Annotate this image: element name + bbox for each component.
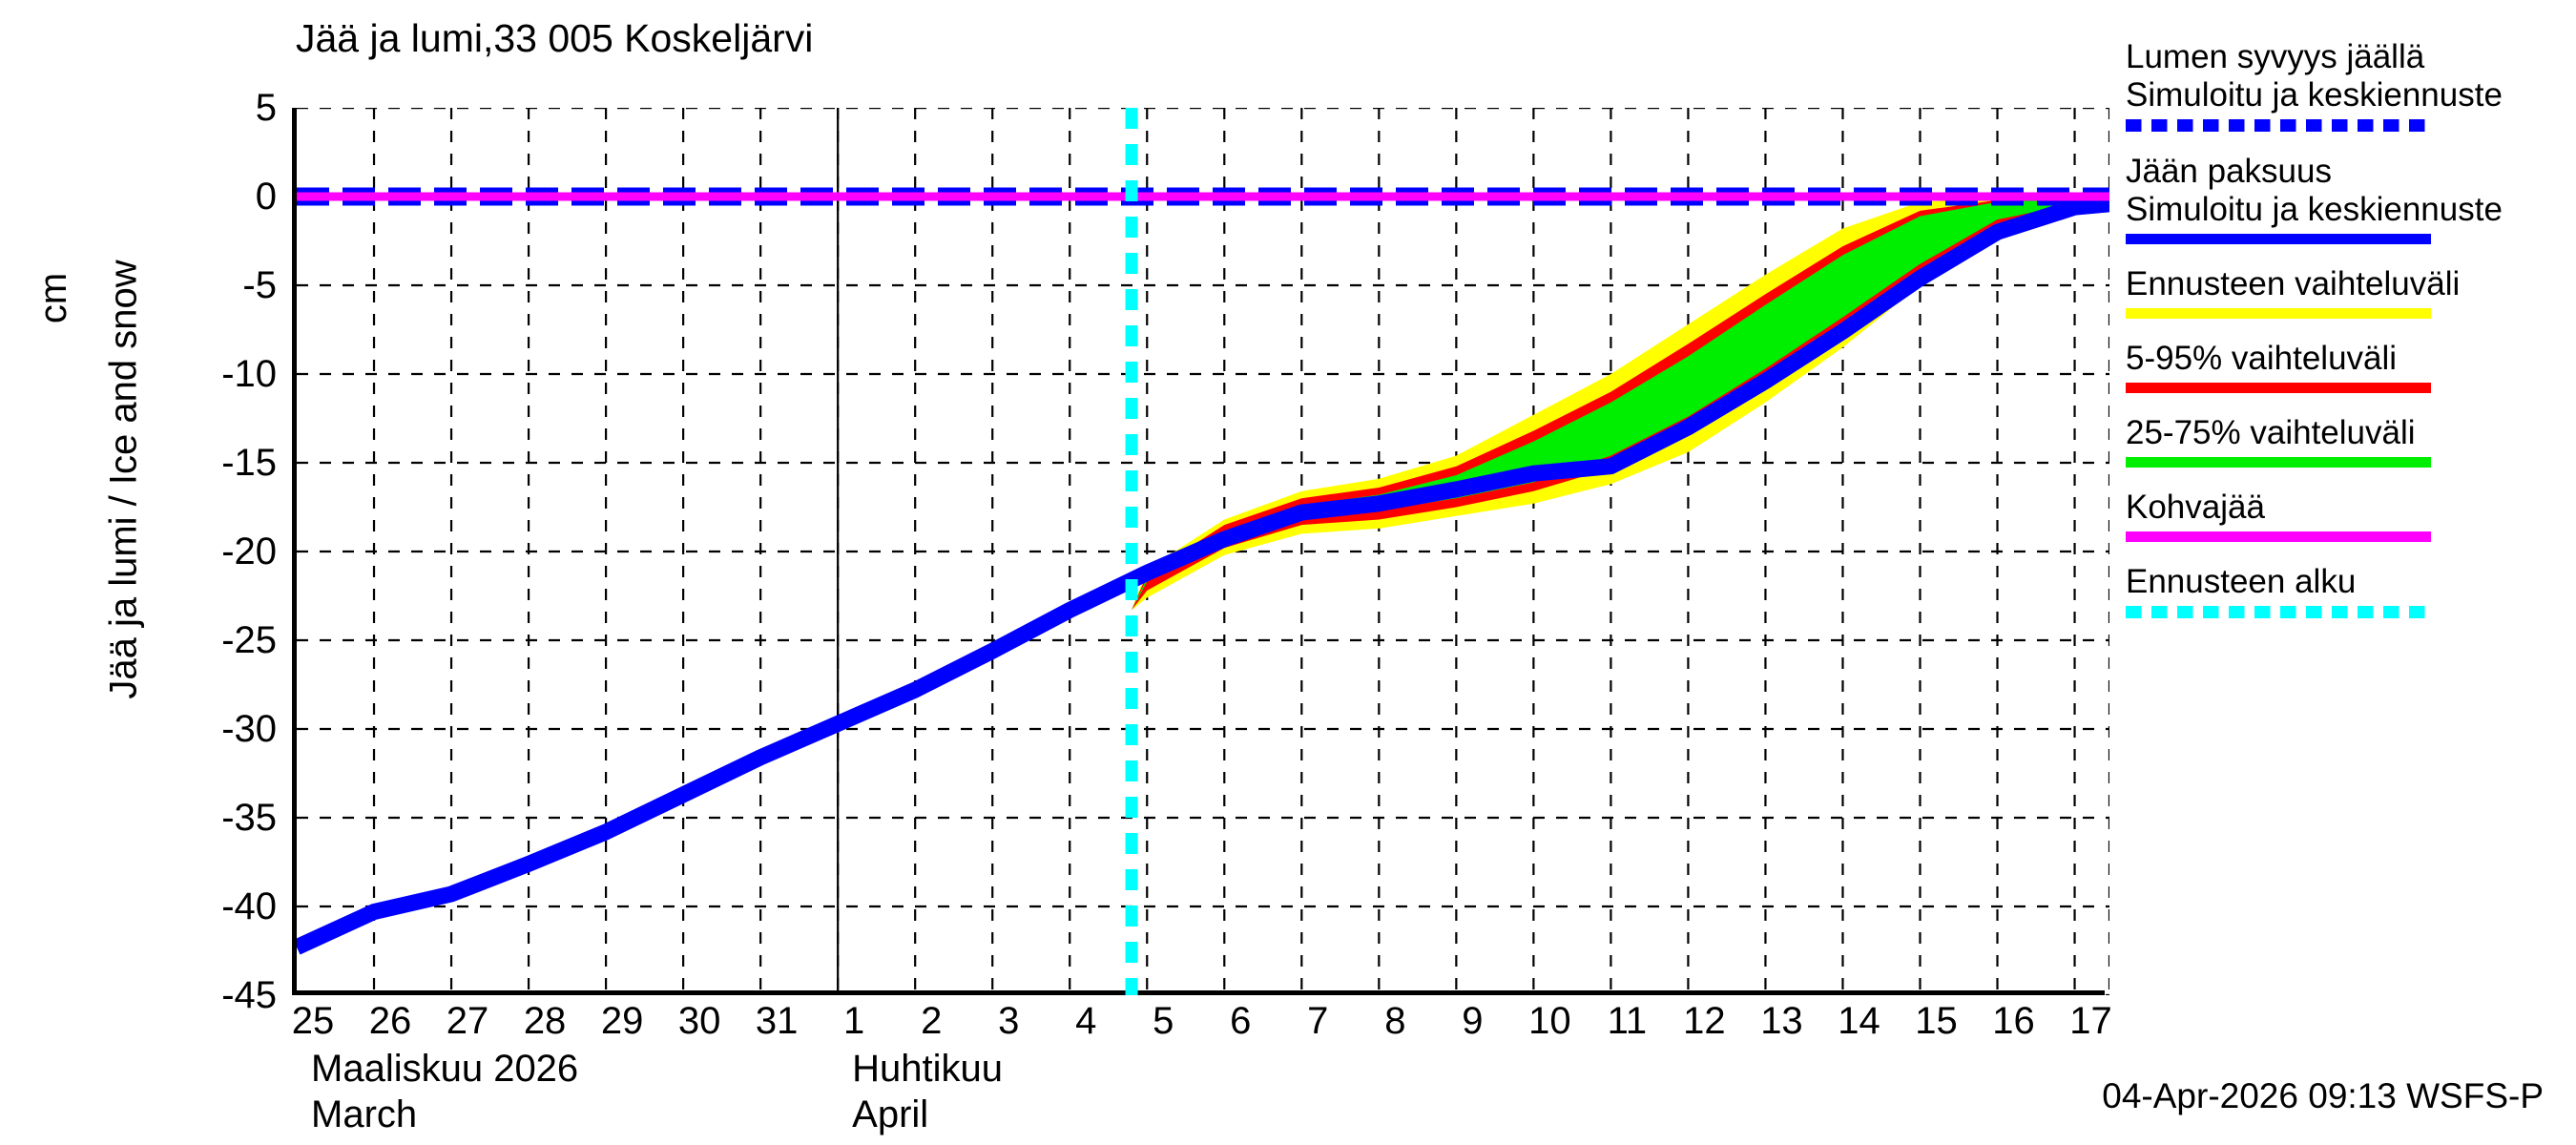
- legend-item-ice-thickness: Jään paksuus Simuloitu ja keskiennuste: [2126, 153, 2574, 244]
- y-tick-label: -5: [242, 264, 277, 306]
- legend-label-primary: 5-95% vaihteluväli: [2126, 340, 2398, 377]
- legend-item-range-5-95: 5-95% vaihteluväli: [2126, 340, 2574, 393]
- legend-label-primary: Ennusteen alku: [2126, 563, 2357, 600]
- y-tick-label: -15: [221, 442, 277, 484]
- x-tick-label: 8: [1384, 1000, 1406, 1042]
- x-tick-label: 29: [600, 1000, 644, 1042]
- x-tick-label: 11: [1607, 1000, 1648, 1042]
- legend-item-forecast-start: Ennusteen alku: [2126, 563, 2574, 618]
- x-tick-label: 16: [1992, 1000, 2035, 1042]
- month-label-en: April: [852, 1093, 929, 1135]
- legend-label-primary: Lumen syvyys jäällä: [2126, 38, 2425, 75]
- month-label-en: March: [311, 1093, 418, 1135]
- y-tick-label: -30: [221, 708, 277, 750]
- plot-area: [292, 108, 2109, 995]
- legend-label-primary: Ennusteen vaihteluväli: [2126, 265, 2461, 302]
- x-tick-label: 6: [1230, 1000, 1252, 1042]
- x-tick-label: 12: [1683, 1000, 1726, 1042]
- legend-swatch-slush-ice: [2126, 531, 2431, 542]
- x-tick-label: 27: [446, 1000, 489, 1042]
- month-label-fi: Huhtikuu: [852, 1048, 1004, 1090]
- chart-canvas: [297, 108, 2109, 995]
- x-tick-label: 7: [1307, 1000, 1329, 1042]
- y-tick-label: -10: [221, 353, 277, 395]
- x-tick-label: 9: [1462, 1000, 1484, 1042]
- footer-timestamp: 04-Apr-2026 09:13 WSFS-P: [2102, 1076, 2544, 1115]
- legend-item-range-25-75: 25-75% vaihteluväli: [2126, 414, 2574, 468]
- legend-swatch-forecast-start: [2126, 606, 2431, 618]
- forecast-band: [1132, 197, 2075, 611]
- x-tick-label: 14: [1838, 1000, 1880, 1042]
- page-title: Jää ja lumi,33 005 Koskeljärvi: [296, 16, 814, 60]
- ice-thickness-line: [297, 196, 2109, 955]
- y-axis-ticks: 5 0 -5 -10 -15 -20 -25 -30 -35 -40 -45: [143, 0, 277, 1145]
- x-tick-label: 26: [368, 1000, 412, 1042]
- y-tick-label: -40: [221, 885, 277, 927]
- y-tick-label: -45: [221, 974, 277, 1016]
- x-tick-label: 3: [998, 1000, 1020, 1042]
- x-tick-label: 28: [523, 1000, 567, 1042]
- x-tick-label: 4: [1075, 1000, 1097, 1042]
- x-tick-label: 13: [1760, 1000, 1803, 1042]
- x-tick-label: 30: [677, 1000, 721, 1042]
- month-label-group: Huhtikuu April: [852, 1046, 1003, 1137]
- y-axis-label: Jää ja lumi / Ice and snow: [102, 260, 145, 699]
- legend-label-primary: 25-75% vaihteluväli: [2126, 414, 2416, 451]
- legend-item-forecast-range: Ennusteen vaihteluväli: [2126, 265, 2574, 319]
- x-tick-label: 31: [755, 1000, 799, 1042]
- y-tick-label: 0: [255, 176, 277, 218]
- legend-swatch-range-25-75: [2126, 457, 2431, 468]
- legend-label-primary: Kohvajää: [2126, 489, 2265, 526]
- legend-swatch-forecast-range: [2126, 308, 2431, 319]
- month-label-fi: Maaliskuu 2026: [311, 1048, 579, 1090]
- y-tick-label: 5: [255, 87, 277, 129]
- legend-label-secondary: Simuloitu ja keskiennuste: [2126, 76, 2503, 114]
- month-label-group: Maaliskuu 2026 March: [311, 1046, 578, 1137]
- x-tick-label: 1: [843, 1000, 865, 1042]
- legend-swatch-snow-depth-on-ice: [2126, 119, 2431, 132]
- legend-swatch-range-5-95: [2126, 383, 2431, 393]
- legend-label-secondary: Simuloitu ja keskiennuste: [2126, 191, 2503, 228]
- x-tick-label: 25: [291, 1000, 335, 1042]
- y-tick-label: -20: [221, 531, 277, 572]
- x-tick-label: 17: [2069, 1000, 2112, 1042]
- y-tick-label: -25: [221, 619, 277, 661]
- x-tick-label: 15: [1915, 1000, 1958, 1042]
- y-axis-unit: cm: [32, 272, 75, 324]
- x-tick-label: 10: [1528, 1000, 1571, 1042]
- legend-swatch-ice-thickness: [2126, 234, 2431, 244]
- x-tick-label: 2: [921, 1000, 943, 1042]
- legend-item-snow-depth-on-ice: Lumen syvyys jäällä Simuloitu ja keskienn…: [2126, 38, 2574, 132]
- legend-item-slush-ice: Kohvajää: [2126, 489, 2574, 542]
- y-tick-label: -35: [221, 797, 277, 839]
- chart-legend: Lumen syvyys jäällä Simuloitu ja keskienn…: [2126, 38, 2574, 639]
- x-tick-label: 5: [1153, 1000, 1174, 1042]
- legend-label-primary: Jään paksuus: [2126, 153, 2332, 190]
